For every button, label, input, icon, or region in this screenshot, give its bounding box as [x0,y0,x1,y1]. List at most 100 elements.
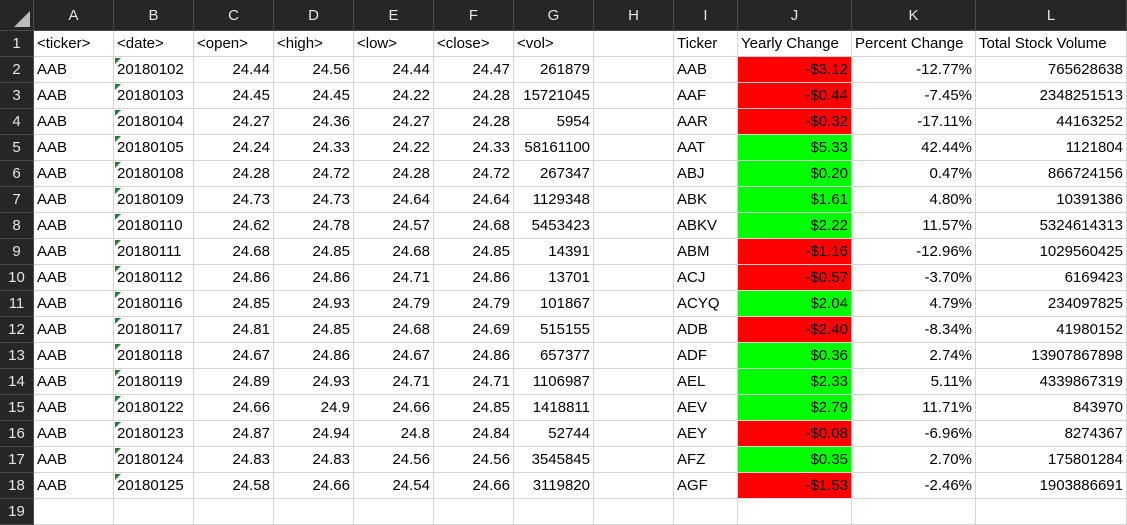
close-cell[interactable]: 24.69 [434,317,514,343]
ticker-cell[interactable]: AAB [34,369,114,395]
pct-cell[interactable]: 11.71% [852,395,976,421]
high-cell[interactable]: 24.85 [274,239,354,265]
date-cell[interactable]: 20180123 [114,421,194,447]
column-header-g[interactable]: G [514,0,594,31]
high-cell[interactable]: 24.85 [274,317,354,343]
total-cell[interactable]: 2348251513 [976,83,1127,109]
ticker-cell[interactable]: AAB [34,473,114,499]
close-cell[interactable]: 24.86 [434,343,514,369]
row-header[interactable]: 17 [0,447,34,473]
header-cell[interactable]: Yearly Change [738,31,852,57]
open-cell[interactable]: 24.66 [194,395,274,421]
empty-cell[interactable] [594,343,674,369]
high-cell[interactable]: 24.73 [274,187,354,213]
total-cell[interactable]: 175801284 [976,447,1127,473]
pct-cell[interactable]: -3.70% [852,265,976,291]
empty-cell[interactable] [514,499,594,525]
empty-cell[interactable] [738,499,852,525]
t2-cell[interactable]: AFZ [674,447,738,473]
ticker-cell[interactable]: AAB [34,447,114,473]
t2-cell[interactable]: ABJ [674,161,738,187]
empty-cell[interactable] [594,395,674,421]
close-cell[interactable]: 24.85 [434,395,514,421]
vol-cell[interactable]: 58161100 [514,135,594,161]
empty-cell[interactable] [594,161,674,187]
ticker-cell[interactable]: AAB [34,265,114,291]
empty-cell[interactable] [594,187,674,213]
open-cell[interactable]: 24.85 [194,291,274,317]
ticker-cell[interactable]: AAB [34,109,114,135]
ticker-cell[interactable]: AAB [34,135,114,161]
open-cell[interactable]: 24.28 [194,161,274,187]
date-cell[interactable]: 20180110 [114,213,194,239]
close-cell[interactable]: 24.79 [434,291,514,317]
change-cell[interactable]: -$2.40 [738,317,852,343]
header-cell[interactable]: <high> [274,31,354,57]
column-header-b[interactable]: B [114,0,194,31]
empty-cell[interactable] [674,499,738,525]
header-cell[interactable]: <ticker> [34,31,114,57]
high-cell[interactable]: 24.33 [274,135,354,161]
change-cell[interactable]: $2.79 [738,395,852,421]
high-cell[interactable]: 24.66 [274,473,354,499]
change-cell[interactable]: -$0.08 [738,421,852,447]
header-cell[interactable]: <close> [434,31,514,57]
close-cell[interactable]: 24.68 [434,213,514,239]
close-cell[interactable]: 24.64 [434,187,514,213]
vol-cell[interactable]: 5453423 [514,213,594,239]
vol-cell[interactable]: 14391 [514,239,594,265]
change-cell[interactable]: -$1.53 [738,473,852,499]
total-cell[interactable]: 13907867898 [976,343,1127,369]
t2-cell[interactable]: ADF [674,343,738,369]
date-cell[interactable]: 20180118 [114,343,194,369]
empty-cell[interactable] [594,109,674,135]
open-cell[interactable]: 24.89 [194,369,274,395]
high-cell[interactable]: 24.94 [274,421,354,447]
low-cell[interactable]: 24.64 [354,187,434,213]
pct-cell[interactable]: 4.80% [852,187,976,213]
empty-cell[interactable] [594,239,674,265]
change-cell[interactable]: $2.04 [738,291,852,317]
change-cell[interactable]: -$3.12 [738,57,852,83]
high-cell[interactable]: 24.36 [274,109,354,135]
column-header-h[interactable]: H [594,0,674,31]
open-cell[interactable]: 24.86 [194,265,274,291]
high-cell[interactable]: 24.45 [274,83,354,109]
t2-cell[interactable]: AEV [674,395,738,421]
low-cell[interactable]: 24.56 [354,447,434,473]
ticker-cell[interactable]: AAB [34,291,114,317]
pct-cell[interactable]: 2.74% [852,343,976,369]
total-cell[interactable]: 234097825 [976,291,1127,317]
close-cell[interactable]: 24.33 [434,135,514,161]
row-header[interactable]: 14 [0,369,34,395]
date-cell[interactable]: 20180122 [114,395,194,421]
open-cell[interactable]: 24.67 [194,343,274,369]
column-header-k[interactable]: K [852,0,976,31]
total-cell[interactable]: 1029560425 [976,239,1127,265]
change-cell[interactable]: -$0.44 [738,83,852,109]
open-cell[interactable]: 24.44 [194,57,274,83]
row-header[interactable]: 11 [0,291,34,317]
close-cell[interactable]: 24.66 [434,473,514,499]
change-cell[interactable]: $1.61 [738,187,852,213]
row-header[interactable]: 4 [0,109,34,135]
empty-cell[interactable] [594,291,674,317]
header-cell[interactable] [594,31,674,57]
total-cell[interactable]: 765628638 [976,57,1127,83]
date-cell[interactable]: 20180108 [114,161,194,187]
low-cell[interactable]: 24.66 [354,395,434,421]
low-cell[interactable]: 24.68 [354,317,434,343]
vol-cell[interactable]: 261879 [514,57,594,83]
row-header[interactable]: 19 [0,499,34,525]
low-cell[interactable]: 24.22 [354,135,434,161]
empty-cell[interactable] [594,213,674,239]
open-cell[interactable]: 24.62 [194,213,274,239]
total-cell[interactable]: 8274367 [976,421,1127,447]
column-header-e[interactable]: E [354,0,434,31]
row-header[interactable]: 2 [0,57,34,83]
high-cell[interactable]: 24.9 [274,395,354,421]
low-cell[interactable]: 24.27 [354,109,434,135]
column-header-a[interactable]: A [34,0,114,31]
vol-cell[interactable]: 3545845 [514,447,594,473]
date-cell[interactable]: 20180102 [114,57,194,83]
